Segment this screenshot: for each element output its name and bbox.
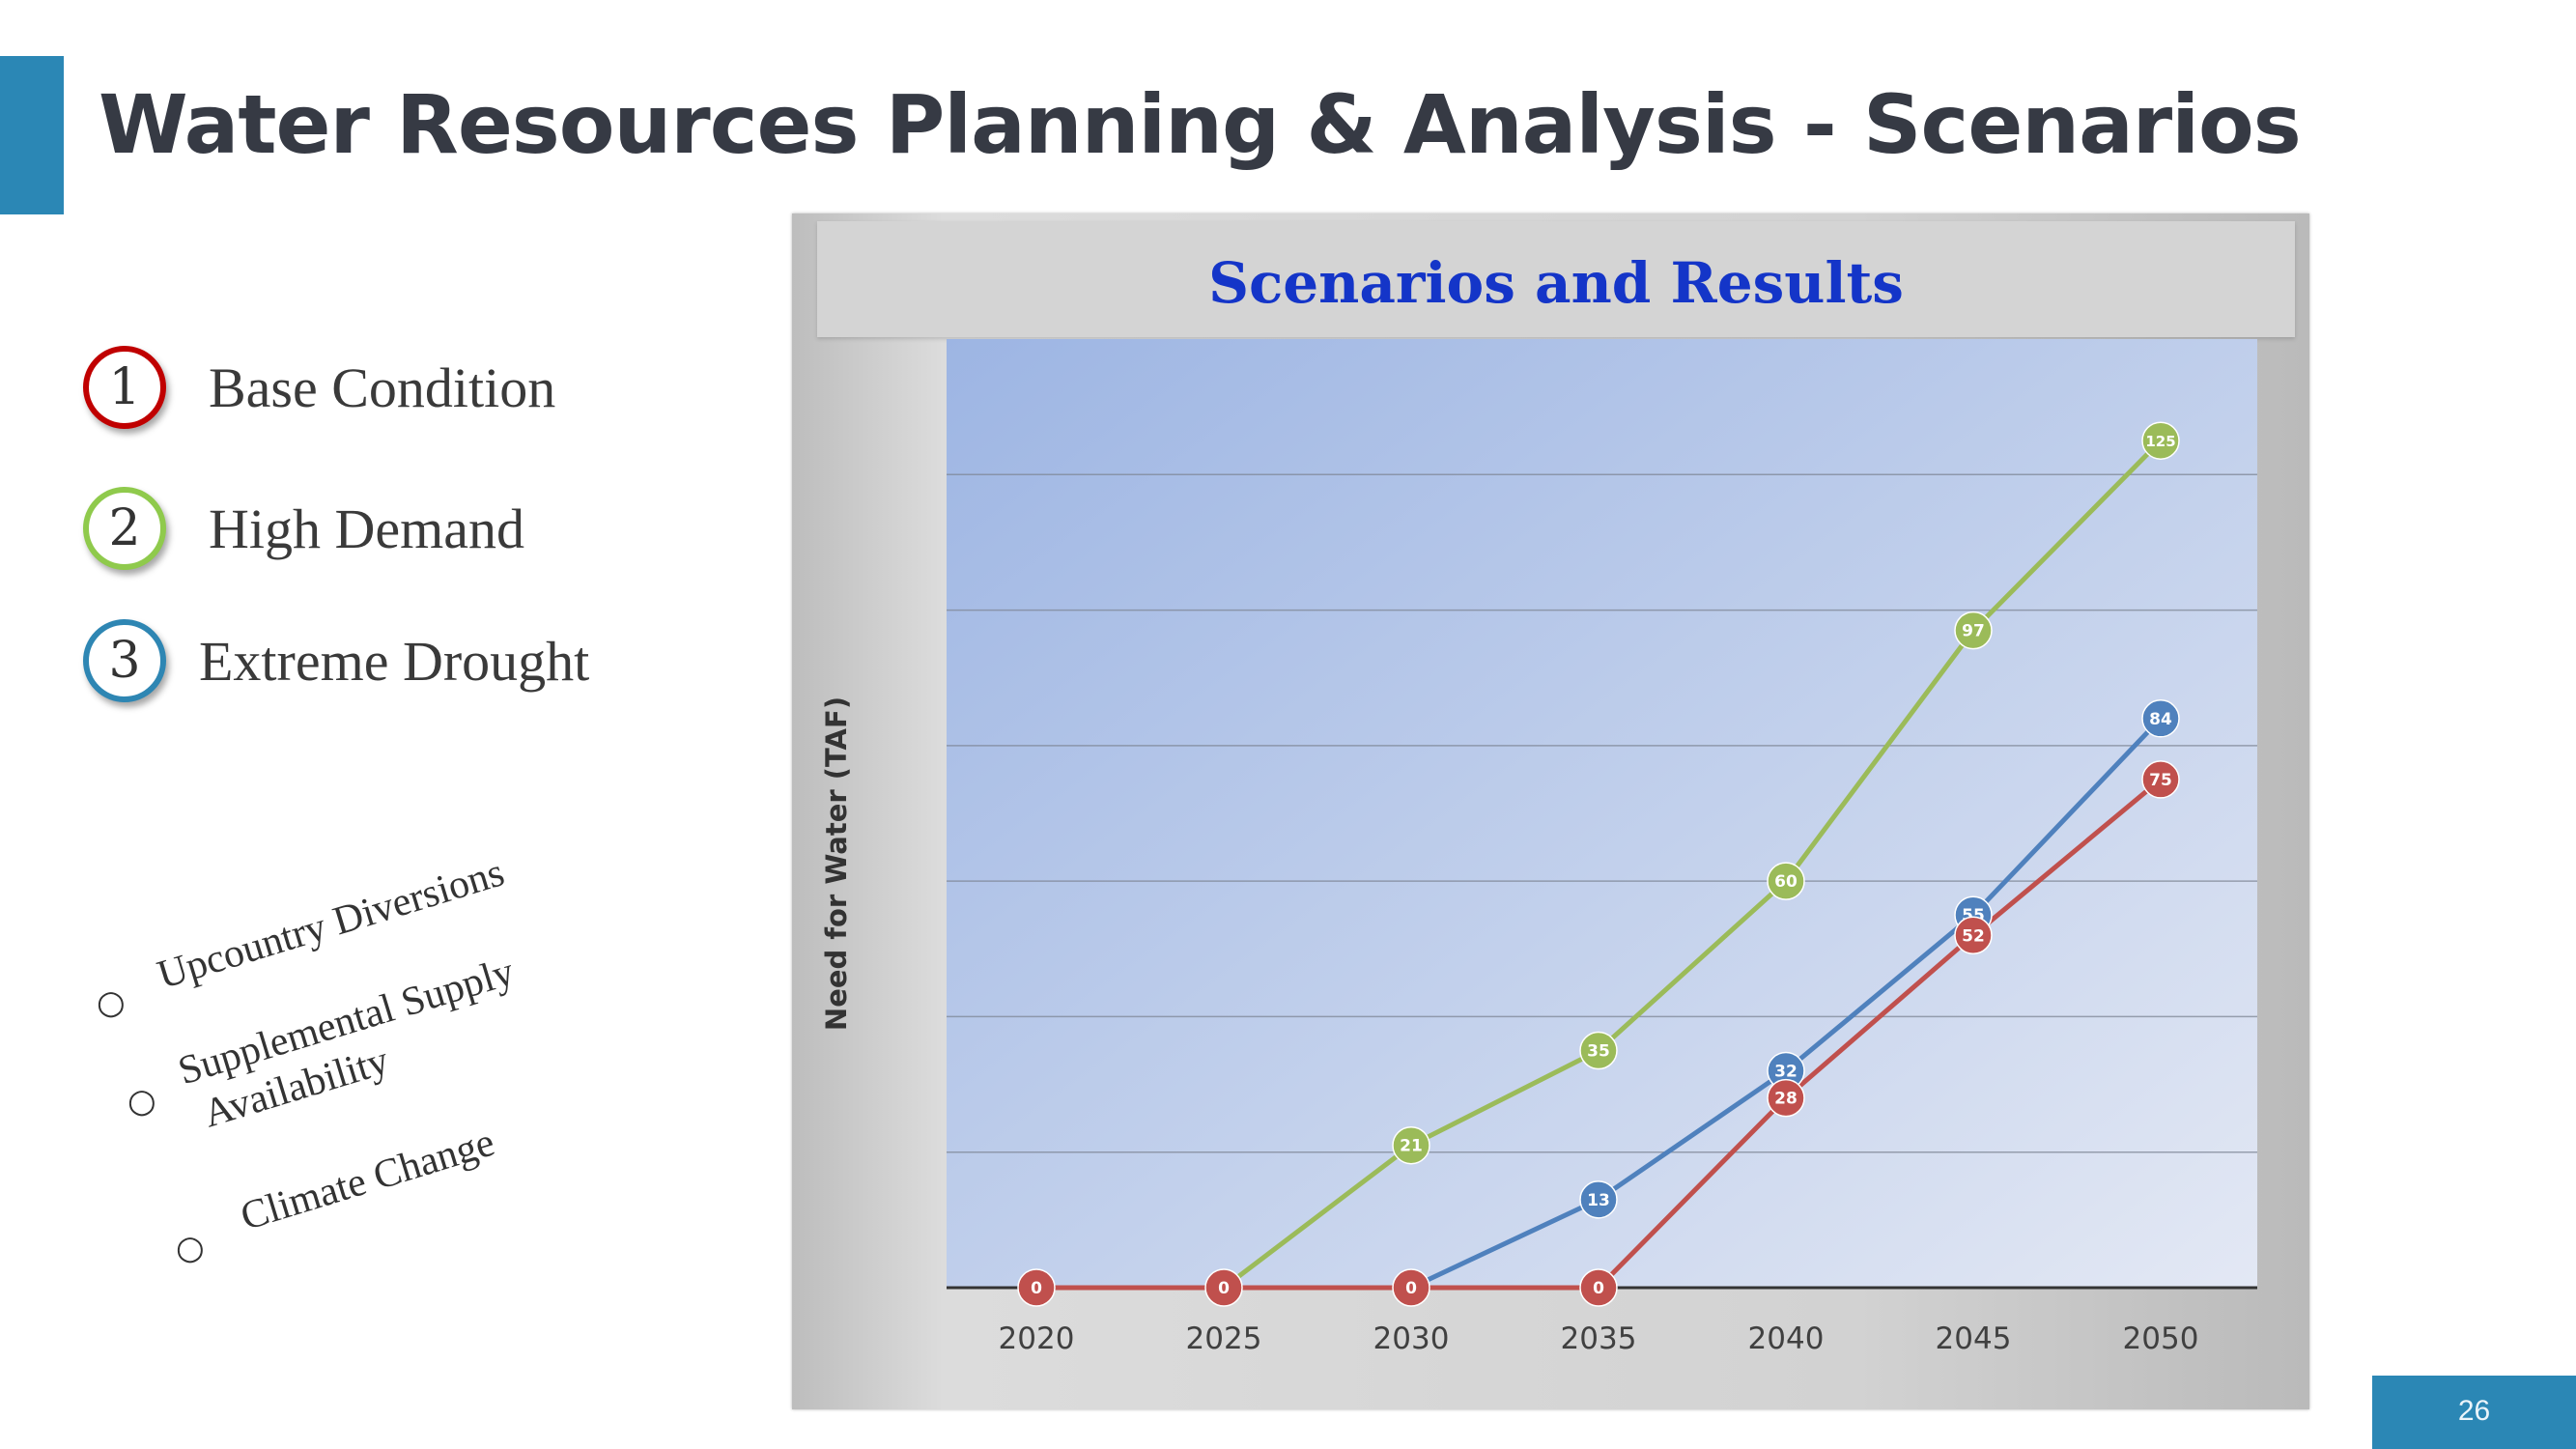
x-tick-label: 2050 (2123, 1321, 2199, 1356)
data-marker (1204, 1268, 1243, 1307)
data-marker (2141, 699, 2180, 738)
x-tick-labels: 2020 2025 2030 2035 2040 2045 2050 (999, 1321, 2199, 1356)
scenario-label: Base Condition (209, 356, 556, 419)
factor-bullet-icon: ○ (97, 983, 126, 1022)
data-label: 35 (1587, 1042, 1610, 1062)
scenario-number-badge: 1 (83, 346, 166, 429)
data-label: 0 (1218, 1279, 1230, 1298)
y-axis-label: Need for Water (TAF) (820, 696, 853, 1031)
scenario-label: Extreme Drought (199, 630, 590, 693)
data-marker (1392, 1268, 1430, 1307)
chart-title: Scenarios and Results (1208, 250, 1904, 316)
x-tick-label: 2040 (1748, 1321, 1825, 1356)
data-label: 125 (2145, 433, 2175, 450)
data-label: 0 (1405, 1279, 1417, 1298)
data-marker (1954, 916, 1993, 955)
data-marker (2141, 421, 2180, 460)
data-label: 97 (1962, 622, 1985, 641)
title-accent-bar (0, 56, 64, 214)
page-number: 26 (2457, 1395, 2491, 1427)
data-marker (1579, 1180, 1618, 1219)
factor-bullet-icon: ○ (176, 1229, 205, 1267)
scenario-label: High Demand (209, 497, 524, 560)
data-marker (1392, 1125, 1430, 1165)
data-label: 0 (1593, 1279, 1604, 1298)
x-tick-label: 2025 (1186, 1321, 1262, 1356)
data-label: 0 (1031, 1279, 1042, 1298)
data-marker (1017, 1268, 1056, 1307)
data-label: 13 (1587, 1191, 1610, 1210)
data-label: 21 (1400, 1137, 1423, 1156)
x-tick-label: 2035 (1561, 1321, 1637, 1356)
data-marker (1767, 1078, 1805, 1118)
factor-line: Climate Change (235, 1120, 500, 1240)
scenario-number-badge: 3 (83, 619, 166, 702)
data-marker (1767, 862, 1805, 900)
data-label: 28 (1774, 1090, 1798, 1109)
x-tick-label: 2045 (1936, 1321, 2012, 1356)
plot-area (947, 339, 2257, 1288)
data-marker (2141, 760, 2180, 799)
grid-lines (947, 473, 2257, 1153)
slide-title: Water Resources Planning & Analysis - Sc… (99, 77, 2302, 172)
data-label: 75 (2149, 771, 2172, 790)
data-label: 60 (1774, 872, 1798, 892)
scenario-number-badge: 2 (83, 487, 166, 570)
data-marker (1579, 1031, 1618, 1070)
x-tick-label: 2030 (1373, 1321, 1450, 1356)
data-marker (1954, 611, 1993, 650)
factor-label: Climate Change (235, 1119, 500, 1241)
data-label: 52 (1962, 926, 1985, 946)
data-label: 32 (1774, 1063, 1798, 1082)
page-number-box: 26 (2372, 1376, 2576, 1449)
x-tick-label: 2020 (999, 1321, 1075, 1356)
data-marker (1579, 1268, 1618, 1307)
factor-bullet-icon: ○ (127, 1082, 156, 1121)
data-label: 84 (2149, 710, 2172, 729)
chart-header: Scenarios and Results (817, 221, 2295, 337)
chart-frame: Scenarios and Results 21 35 60 97 125 13 32 55 8… (792, 213, 2309, 1409)
